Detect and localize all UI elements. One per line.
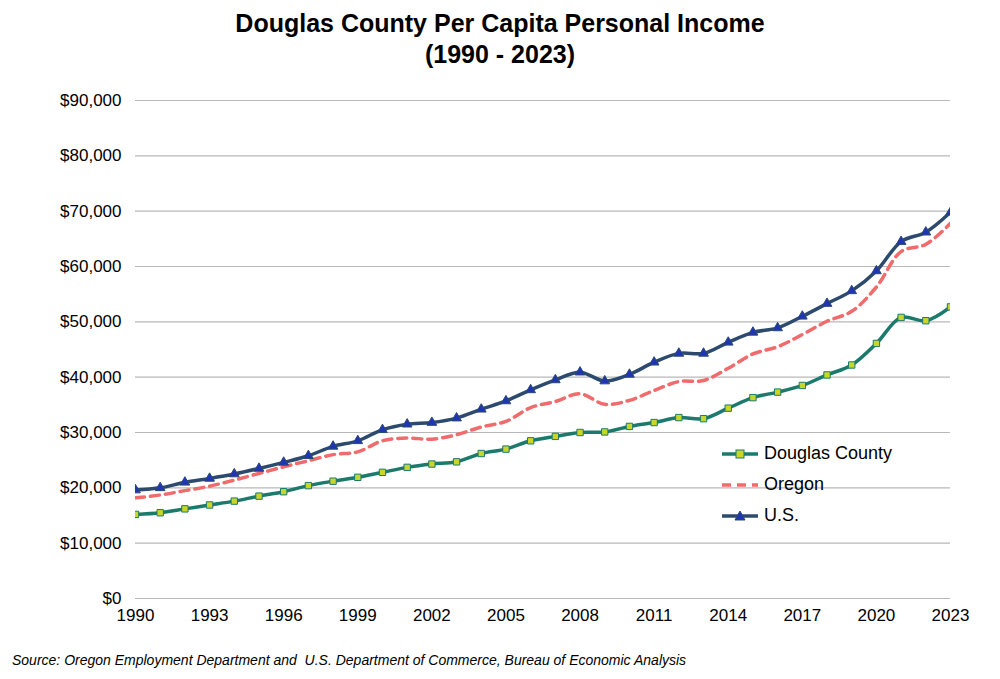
svg-text:1999: 1999 <box>339 606 377 625</box>
svg-text:$90,000: $90,000 <box>60 91 121 110</box>
svg-text:1996: 1996 <box>265 606 303 625</box>
svg-text:2017: 2017 <box>783 606 821 625</box>
svg-text:2011: 2011 <box>636 606 673 625</box>
html-text:Douglas County: Douglas County <box>764 443 893 463</box>
svg-text:$70,000: $70,000 <box>60 202 121 221</box>
svg-text:$50,000: $50,000 <box>60 312 121 331</box>
svg-text:$20,000: $20,000 <box>60 478 121 497</box>
svg-text:2014: 2014 <box>709 606 747 625</box>
svg-text:$80,000: $80,000 <box>60 146 121 165</box>
html-text:Oregon: Oregon <box>764 474 824 494</box>
svg-text:$10,000: $10,000 <box>60 534 121 553</box>
svg-text:2023: 2023 <box>932 606 970 625</box>
svg-text:2020: 2020 <box>857 606 895 625</box>
html-text:Source: Oregon Employment Depa: Source: Oregon Employment Department and… <box>12 652 687 668</box>
svg-text:$40,000: $40,000 <box>60 368 121 387</box>
html-text:(1990 - 2023): (1990 - 2023) <box>424 40 575 68</box>
svg-text:2002: 2002 <box>413 606 451 625</box>
svg-text:2008: 2008 <box>561 606 599 625</box>
svg-text:2005: 2005 <box>487 606 525 625</box>
svg-text:$0: $0 <box>102 588 122 608</box>
html-text:U.S.: U.S. <box>764 505 799 525</box>
svg-text:1990: 1990 <box>117 606 155 625</box>
html-text:Douglas County Per Capita Pers: Douglas County Per Capita Personal Incom… <box>235 9 765 37</box>
svg-text:$30,000: $30,000 <box>60 423 121 442</box>
svg-text:$60,000: $60,000 <box>60 257 121 276</box>
svg-text:1993: 1993 <box>191 606 229 625</box>
